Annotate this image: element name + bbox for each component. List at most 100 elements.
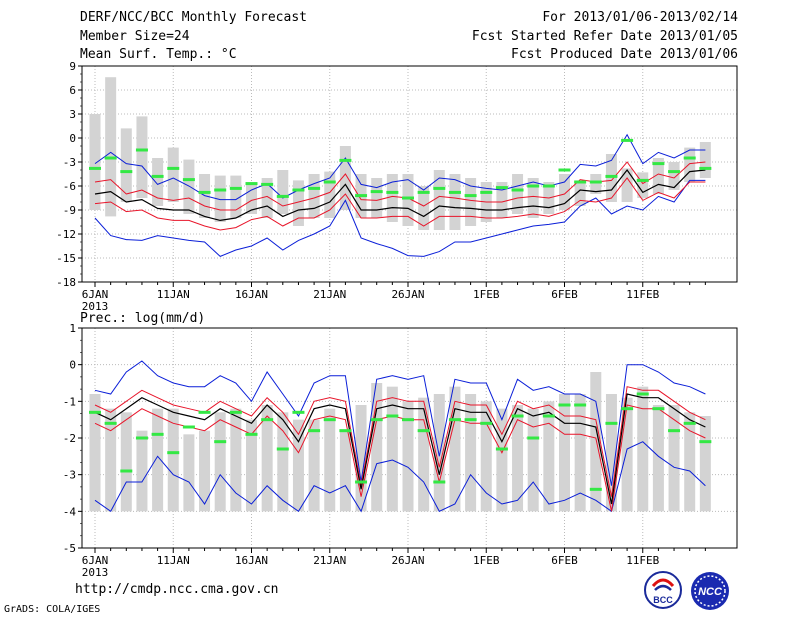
temp-observed-mark	[683, 156, 696, 160]
temp-clim-bar	[512, 174, 524, 214]
temp-observed-mark	[668, 170, 681, 174]
prec-clim-bar	[152, 408, 164, 512]
temp-xtick-label: 21JAN	[313, 288, 346, 301]
temp-q75-line	[94, 161, 706, 211]
temp-observed-mark	[339, 158, 352, 162]
prec-observed-mark	[198, 410, 211, 414]
prec-observed-mark	[229, 410, 242, 414]
temp-clim-bar	[418, 186, 430, 230]
temp-observed-mark	[182, 178, 195, 182]
temp-observed-mark	[417, 190, 430, 194]
prec-ytick-label: -2	[63, 432, 76, 445]
temp-observed-mark	[527, 184, 540, 188]
temp-clim-bar	[637, 172, 649, 198]
temp-clim-bar	[668, 162, 680, 190]
temp-clim-bar	[152, 158, 164, 206]
footer-url[interactable]: http://cmdp.ncc.cma.gov.cn	[75, 582, 279, 597]
temp-observed-mark	[386, 190, 399, 194]
temp-observed-mark	[433, 186, 446, 190]
temp-ytick-label: 6	[69, 84, 76, 97]
prec-clim-bar	[230, 408, 242, 512]
prec-clim-bar	[465, 394, 477, 512]
temp-observed-mark	[542, 184, 555, 188]
temp-median-line	[94, 168, 706, 222]
prec-clim-bar	[339, 430, 351, 512]
temp-observed-mark	[605, 174, 618, 178]
prec-observed-mark	[402, 418, 414, 422]
prec-observed-mark	[527, 436, 540, 440]
prec-clim-bar	[574, 394, 586, 512]
produced-date: Fcst Produced Date 2013/01/06	[511, 47, 738, 62]
temp-observed-mark	[104, 156, 117, 160]
prec-median-line	[94, 393, 706, 505]
prec-q25-line	[94, 404, 706, 512]
prec-clim-bar	[371, 383, 383, 512]
prec-observed-mark	[214, 440, 227, 444]
temp-clim-bar	[120, 128, 132, 202]
temp-observed-mark	[511, 188, 524, 192]
prec-xtick-label: 1FEB	[473, 554, 500, 567]
prec-observed-mark	[135, 436, 148, 440]
prec-observed-mark	[605, 421, 618, 425]
temp-observed-mark	[402, 196, 414, 200]
temp-clim-bar	[105, 77, 117, 217]
temp-q25-line	[94, 177, 706, 231]
prec-observed-mark	[120, 469, 133, 473]
temp-ytick-label: 3	[69, 108, 76, 121]
prec-clim-bar	[214, 412, 226, 512]
prec-clim-bar	[433, 394, 445, 512]
prec-year-label: 2013	[82, 566, 109, 579]
temp-observed-mark	[480, 190, 493, 194]
temp-clim-bar	[559, 174, 570, 210]
prec-clim-bar	[136, 430, 148, 512]
temp-clim-bar	[308, 174, 320, 218]
temp-observed-mark	[292, 188, 305, 192]
started-date: Fcst Started Refer Date 2013/01/05	[471, 29, 738, 44]
temp-observed-mark	[558, 168, 571, 172]
prec-observed-mark	[182, 425, 195, 429]
temp-ytick-label: 0	[69, 132, 76, 145]
temp-observed-mark	[355, 194, 368, 198]
prec-observed-mark	[480, 421, 493, 425]
temp-ytick-label: 9	[69, 60, 76, 73]
prec-observed-mark	[668, 429, 681, 433]
temp-clim-bar	[136, 116, 148, 198]
prec-clim-bar	[246, 419, 257, 512]
temp-observed-mark	[699, 166, 712, 170]
prec-clim-bar	[480, 401, 492, 512]
temp-clim-bar	[433, 170, 445, 230]
temp-clim-bar	[699, 142, 711, 178]
temp-clim-bar	[527, 178, 539, 218]
prec-ytick-label: -3	[63, 469, 76, 482]
temp-xtick-label: 16JAN	[235, 288, 268, 301]
temp-observed-mark	[89, 166, 101, 170]
prec-title: Prec.: log(mm/d)	[80, 311, 205, 326]
prec-observed-mark	[339, 429, 352, 433]
temp-xtick-label: 11FEB	[626, 288, 659, 301]
prec-clim-bar	[527, 408, 539, 512]
prec-observed-mark	[464, 418, 477, 422]
temp-observed-mark	[261, 182, 274, 186]
prec-observed-mark	[89, 410, 101, 414]
temp-clim-bar	[386, 174, 398, 222]
prec-observed-mark	[636, 392, 649, 396]
temp-clim-bar	[167, 147, 179, 202]
prec-clim-bar	[261, 405, 273, 512]
prec-xtick-label: 11FEB	[626, 554, 659, 567]
prec-clim-bar	[199, 430, 211, 512]
temp-xtick-label: 1FEB	[473, 288, 500, 301]
prec-xtick-label: 26JAN	[391, 554, 424, 567]
temp-clim-bar	[496, 182, 508, 218]
prec-clim-bar	[308, 419, 320, 512]
temp-observed-mark	[135, 148, 148, 152]
temp-clim-bar	[89, 114, 101, 210]
temp-ytick-label: -12	[56, 228, 76, 241]
grads-credit: GrADS: COLA/IGES	[4, 604, 101, 615]
temp-observed-mark	[652, 162, 665, 166]
ncc-logo: NCC	[691, 572, 729, 610]
prec-q75-line	[94, 386, 706, 497]
forecast-period: For 2013/01/06-2013/02/14	[542, 10, 738, 25]
temp-clim-bar	[684, 147, 696, 182]
temp-clim-bar	[230, 175, 242, 218]
